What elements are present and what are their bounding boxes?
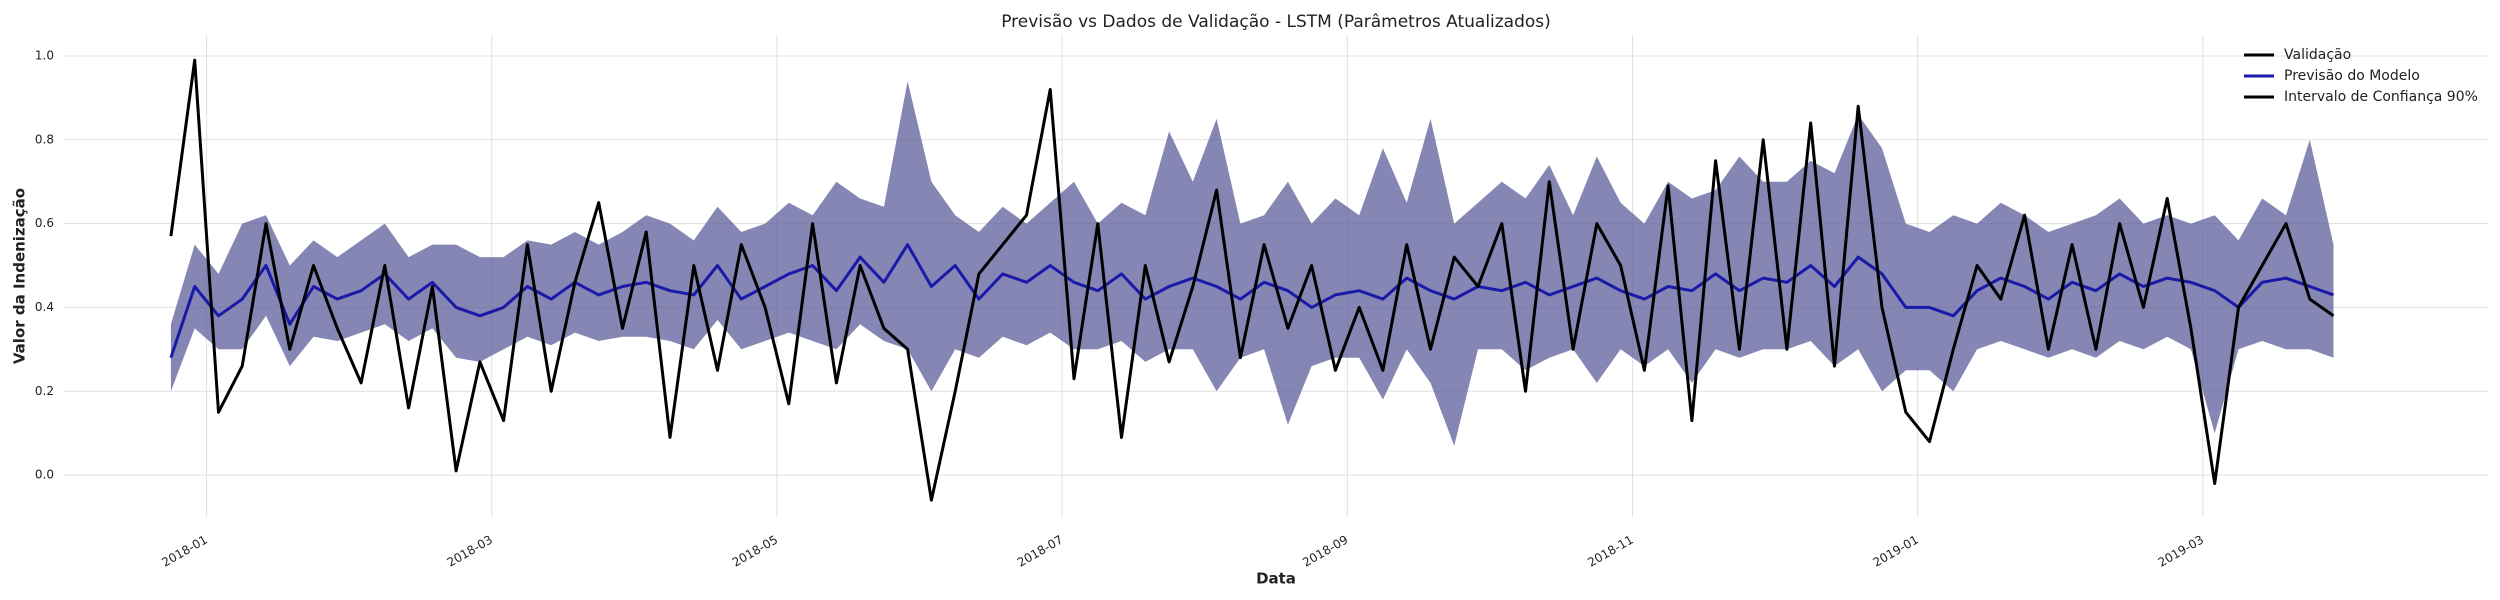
chart-title: Previsão vs Dados de Validação - LSTM (P…	[1001, 12, 1551, 32]
x-axis-label: Data	[1256, 570, 1296, 588]
y-tick-label: 0.0	[35, 468, 54, 482]
y-axis-label: Valor da Indenização	[11, 188, 29, 364]
legend-label: Intervalo de Confiança 90%	[2284, 89, 2478, 105]
series-line	[169, 58, 2335, 502]
y-tick-label: 1.0	[35, 48, 54, 62]
x-tick-label: 2018-03	[445, 533, 495, 570]
legend-label: Validação	[2284, 47, 2351, 63]
y-tick-label: 0.2	[35, 384, 54, 398]
x-tick-label: 2018-09	[1300, 533, 1350, 570]
x-tick-label: 2018-01	[159, 533, 209, 570]
x-tick-label: 2018-07	[1015, 533, 1065, 570]
y-tick-label: 0.8	[35, 132, 54, 146]
x-tick-label: 2019-01	[1870, 533, 1920, 570]
legend-label: Previsão do Modelo	[2284, 68, 2420, 84]
x-tick-label: 2019-03	[2156, 533, 2206, 570]
y-tick-label: 0.4	[35, 300, 54, 314]
y-tick-label: 0.6	[35, 216, 54, 230]
confidence-band	[170, 81, 2334, 446]
x-tick-label: 2018-05	[730, 533, 780, 570]
x-tick-label: 2018-11	[1585, 533, 1635, 570]
series-line	[169, 243, 2335, 359]
